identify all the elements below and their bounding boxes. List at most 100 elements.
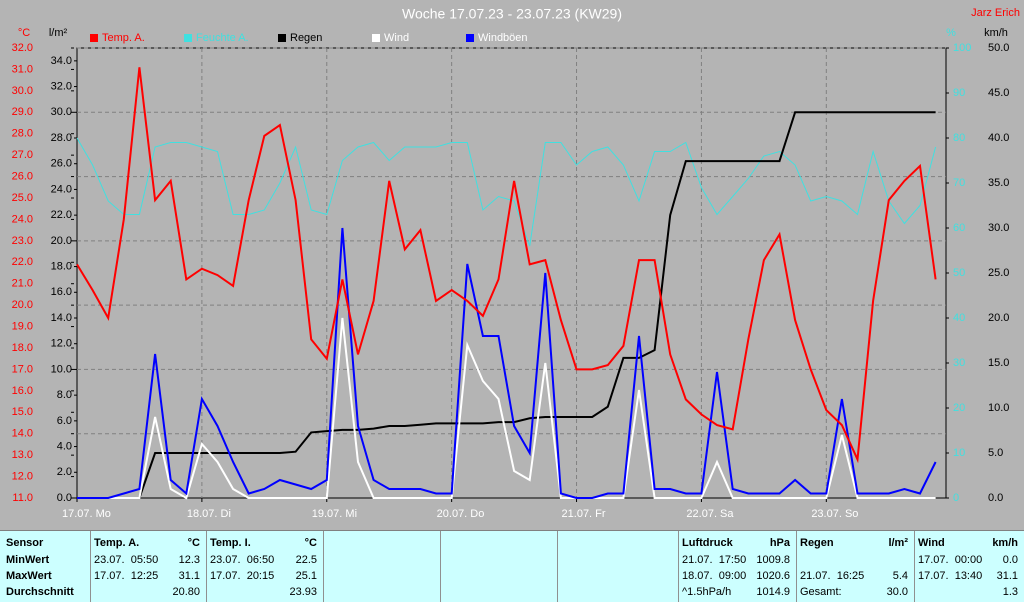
tick-label: 0.0 [988,492,1003,504]
tick-label: 31.0 [12,63,33,75]
tick-label: 18.0 [51,260,72,272]
tick-label: 13.0 [12,449,33,461]
tick-label: 19.0 [12,320,33,332]
legend-label: Regen [290,32,322,44]
table-cell: ^1.5hPa/h [682,586,732,598]
tick-label: 60 [953,222,965,234]
table-cell: 17.07. 20:15 [210,570,275,582]
tick-label: 24.0 [12,213,33,225]
tick-label: 20.0 [988,312,1009,324]
table-cell: Temp. A. [94,537,140,549]
legend-swatch [90,34,98,42]
table-cell: 20.80 [172,586,200,598]
tick-label: 26.0 [12,170,33,182]
series-line [76,137,937,247]
table-cell: Sensor [6,537,44,549]
table-cell: 22.5 [295,554,317,566]
table-cell: 1009.8 [756,554,790,566]
table-cell: l/m² [888,537,908,549]
tick-label: 15.0 [12,406,33,418]
table-cell: MaxWert [6,570,52,582]
series-line [77,317,936,500]
table-cell: 31.1 [178,570,200,582]
table-cell: MinWert [6,554,50,566]
table-cell: Gesamt: [800,586,842,598]
table-cell: 17.07. 00:00 [918,554,983,566]
tick-label: 90 [953,87,965,99]
table-cell: 21.07. 17:50 [682,554,747,566]
tick-label: 10.0 [988,402,1009,414]
table-cell: °C [304,537,317,549]
table-cell: 17.07. 13:40 [918,570,983,582]
table-cell: °C [187,537,200,549]
table-cell: 25.1 [295,570,317,582]
x-tick-label: 21.07. Fr [562,508,606,520]
tick-label: 2.0 [57,466,72,478]
table-cell: 31.1 [996,570,1018,582]
tick-label: 25.0 [988,267,1009,279]
series-line [76,67,937,464]
table-cell: 1014.9 [756,586,790,598]
legend-swatch [184,34,192,42]
tick-label: 20.0 [12,299,33,311]
table-cell: Durchschnitt [6,586,74,598]
tick-label: 29.0 [12,106,33,118]
legend-label: Feuchte A. [196,32,249,44]
tick-label: 40 [953,312,965,324]
x-tick-label: 22.07. Sa [686,508,734,520]
legend-label: Temp. A. [102,32,145,44]
table-cell: 30.0 [886,586,908,598]
table-cell: 18.07. 09:00 [682,570,747,582]
x-tick-label: 19.07. Mi [312,508,357,520]
legend-label: Wind [384,32,409,44]
tick-label: 10 [953,447,965,459]
table-cell: 0.0 [1002,554,1018,566]
tick-label: 27.0 [12,149,33,161]
tick-label: 45.0 [988,87,1009,99]
legend-swatch [372,34,380,42]
tick-label: 4.0 [57,440,72,452]
plot-area [76,47,947,499]
table-cell: 5.4 [892,570,908,582]
y2-unit: l/m² [49,27,68,39]
table-cell: Wind [918,537,945,549]
tick-label: 21.0 [12,278,33,290]
table-cell: Regen [800,537,834,549]
tick-label: 0.0 [57,492,72,504]
tick-label: 6.0 [57,415,72,427]
table-cell: 1020.6 [756,570,790,582]
tick-label: 22.0 [12,256,33,268]
tick-label: 17.0 [12,363,33,375]
table-cell: 21.07. 16:25 [800,570,865,582]
series-line [77,111,936,499]
tick-label: 22.0 [51,209,72,221]
x-tick-label: 17.07. Mo [62,508,111,520]
legend-swatch [466,34,474,42]
tick-label: 30 [953,357,965,369]
tick-label: 28.0 [12,128,33,140]
tick-label: 32.0 [51,80,72,92]
tick-label: 11.0 [12,492,33,504]
tick-label: 80 [953,132,965,144]
tick-label: 20.0 [51,235,72,247]
tick-label: 23.0 [12,235,33,247]
table-cell: 23.07. 05:50 [94,554,159,566]
tick-label: 10.0 [51,363,72,375]
tick-label: 100 [953,42,971,54]
stats-table: Sensor MinWert MaxWert Durchschnitt Temp. A.… [0,530,1024,602]
tick-label: 40.0 [988,132,1009,144]
tick-label: 35.0 [988,177,1009,189]
y4-unit: km/h [984,27,1008,39]
author: Jarz Erich [971,7,1020,19]
tick-label: 32.0 [12,42,33,54]
tick-label: 16.0 [12,385,33,397]
tick-label: 50 [953,267,965,279]
y3-unit: % [946,27,956,39]
x-tick-label: 18.07. Di [187,508,231,520]
table-cell: 23.07. 06:50 [210,554,275,566]
table-cell: Luftdruck [682,537,733,549]
table-cell: 23.93 [289,586,317,598]
tick-label: 26.0 [51,158,72,170]
tick-label: 12.0 [51,338,72,350]
